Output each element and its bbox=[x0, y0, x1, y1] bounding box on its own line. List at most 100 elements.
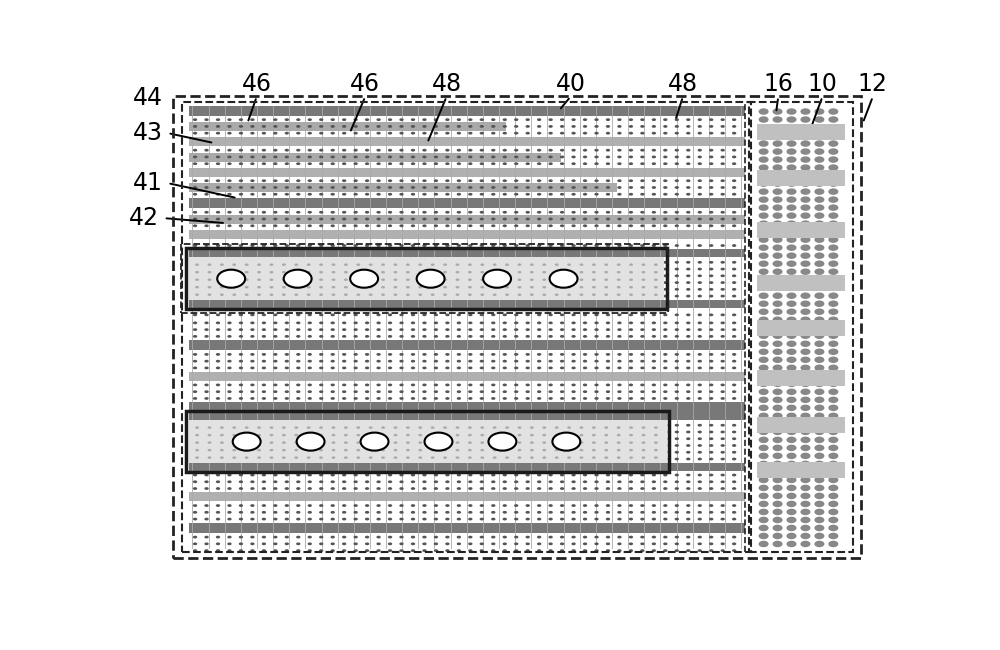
Circle shape bbox=[814, 428, 824, 435]
Circle shape bbox=[759, 116, 769, 123]
Circle shape bbox=[365, 281, 369, 284]
Circle shape bbox=[503, 322, 507, 324]
Circle shape bbox=[406, 456, 410, 459]
Circle shape bbox=[388, 313, 392, 317]
Circle shape bbox=[411, 261, 415, 264]
Circle shape bbox=[786, 493, 797, 499]
Circle shape bbox=[331, 504, 335, 507]
Circle shape bbox=[457, 480, 461, 483]
Circle shape bbox=[216, 359, 220, 363]
Circle shape bbox=[239, 424, 243, 426]
Circle shape bbox=[503, 458, 507, 460]
Circle shape bbox=[418, 271, 422, 274]
Circle shape bbox=[548, 353, 553, 356]
Circle shape bbox=[411, 367, 415, 369]
Circle shape bbox=[250, 294, 255, 298]
Circle shape bbox=[814, 109, 824, 115]
Circle shape bbox=[828, 333, 838, 339]
Circle shape bbox=[411, 294, 415, 298]
Circle shape bbox=[698, 211, 702, 214]
Circle shape bbox=[491, 353, 495, 356]
Circle shape bbox=[239, 517, 243, 521]
Circle shape bbox=[332, 434, 335, 436]
Circle shape bbox=[399, 149, 404, 151]
Circle shape bbox=[468, 449, 472, 451]
Circle shape bbox=[434, 480, 438, 483]
Circle shape bbox=[721, 261, 725, 264]
Circle shape bbox=[332, 263, 335, 266]
Circle shape bbox=[431, 449, 435, 451]
Circle shape bbox=[193, 543, 197, 545]
Circle shape bbox=[721, 322, 725, 324]
Circle shape bbox=[342, 359, 346, 363]
Circle shape bbox=[445, 444, 450, 447]
Circle shape bbox=[365, 549, 369, 552]
Circle shape bbox=[663, 149, 668, 151]
Circle shape bbox=[828, 389, 838, 395]
Circle shape bbox=[285, 451, 289, 454]
Circle shape bbox=[663, 268, 668, 270]
Circle shape bbox=[537, 193, 541, 196]
Circle shape bbox=[721, 288, 725, 291]
Circle shape bbox=[518, 293, 521, 296]
Circle shape bbox=[663, 367, 668, 369]
Circle shape bbox=[800, 428, 810, 435]
Circle shape bbox=[208, 434, 211, 436]
Circle shape bbox=[376, 132, 381, 135]
Circle shape bbox=[491, 313, 495, 317]
Circle shape bbox=[629, 281, 633, 284]
Circle shape bbox=[698, 268, 702, 270]
Circle shape bbox=[617, 288, 622, 291]
Circle shape bbox=[786, 204, 797, 211]
Bar bbox=[189, 198, 745, 208]
Circle shape bbox=[652, 397, 656, 400]
Circle shape bbox=[443, 441, 447, 444]
Circle shape bbox=[411, 186, 415, 189]
Circle shape bbox=[250, 543, 255, 545]
Circle shape bbox=[319, 218, 323, 220]
Circle shape bbox=[606, 359, 610, 363]
Circle shape bbox=[604, 263, 608, 266]
Circle shape bbox=[640, 458, 645, 460]
Circle shape bbox=[353, 543, 358, 545]
Circle shape bbox=[640, 511, 645, 514]
Circle shape bbox=[216, 549, 220, 552]
Circle shape bbox=[365, 261, 369, 264]
Circle shape bbox=[204, 511, 209, 514]
Circle shape bbox=[422, 458, 427, 460]
Circle shape bbox=[239, 288, 243, 291]
Circle shape bbox=[468, 441, 472, 444]
Circle shape bbox=[663, 274, 668, 277]
Circle shape bbox=[759, 172, 769, 179]
Circle shape bbox=[319, 504, 323, 507]
Circle shape bbox=[381, 271, 385, 274]
Circle shape bbox=[216, 517, 220, 521]
Circle shape bbox=[773, 116, 783, 123]
Circle shape bbox=[468, 294, 473, 298]
Circle shape bbox=[193, 313, 197, 317]
Circle shape bbox=[445, 451, 450, 454]
Circle shape bbox=[567, 271, 571, 274]
Circle shape bbox=[342, 261, 346, 264]
Circle shape bbox=[594, 193, 599, 196]
Circle shape bbox=[285, 430, 289, 434]
Circle shape bbox=[594, 480, 599, 483]
Circle shape bbox=[282, 286, 286, 289]
Circle shape bbox=[342, 224, 346, 227]
Circle shape bbox=[457, 294, 461, 298]
Circle shape bbox=[365, 511, 369, 514]
Circle shape bbox=[786, 533, 797, 540]
Circle shape bbox=[297, 433, 325, 450]
Circle shape bbox=[296, 474, 300, 476]
Circle shape bbox=[493, 293, 497, 296]
Circle shape bbox=[216, 193, 220, 196]
Circle shape bbox=[617, 211, 622, 214]
Circle shape bbox=[629, 543, 633, 545]
Circle shape bbox=[759, 348, 769, 355]
Circle shape bbox=[331, 487, 335, 490]
Circle shape bbox=[721, 474, 725, 476]
Bar bbox=[189, 523, 745, 533]
Circle shape bbox=[652, 186, 656, 189]
Circle shape bbox=[480, 286, 484, 289]
Circle shape bbox=[503, 149, 507, 151]
